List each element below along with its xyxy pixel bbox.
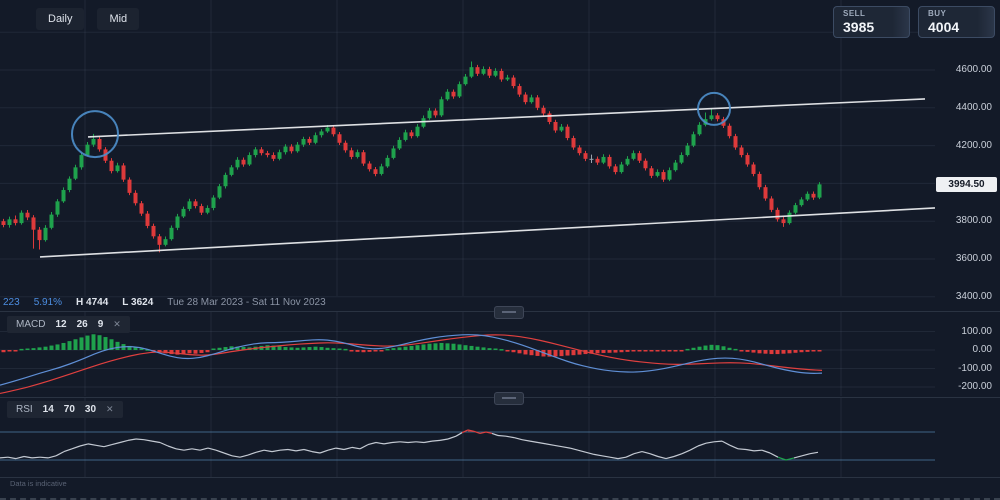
macd-label: MACD [16, 319, 46, 330]
sell-label: SELL [843, 9, 866, 18]
sell-price: 3985 [843, 19, 875, 35]
macd-param-signal: 9 [97, 319, 104, 330]
rsi-chart[interactable] [0, 398, 935, 477]
change-percent: 5.91% [33, 297, 63, 308]
macd-tick-label: 100.00 [961, 325, 992, 337]
buy-button[interactable]: BUY 4004 [918, 6, 995, 38]
macd-param-fast: 12 [55, 319, 67, 330]
macd-signal-line [0, 334, 823, 395]
stats-bar: 223 5.91% H 4744 L 3624 Tue 28 Mar 2023 … [3, 297, 326, 308]
macd-line [0, 334, 823, 386]
price-tick-label: 3400.00 [955, 290, 992, 302]
price-tick-label: 3800.00 [955, 215, 992, 227]
rsi-axis [936, 398, 1000, 477]
rsi-label: RSI [16, 404, 33, 415]
time-axis-ticks [0, 498, 1000, 500]
rsi-pane-resize-handle[interactable] [494, 392, 524, 405]
time-axis[interactable]: 2023 prMayJunJulAugSepOctNov [0, 478, 1000, 500]
price-tick-label: 4400.00 [955, 101, 992, 113]
macd-param-slow: 26 [76, 319, 88, 330]
macd-pane-resize-handle[interactable] [494, 306, 524, 319]
macd-chart[interactable] [0, 312, 935, 396]
price-tick-label: 4600.00 [955, 64, 992, 75]
candles-layer [1, 61, 822, 253]
macd-indicator-chip[interactable]: MACD 12 26 9 ✕ [7, 316, 130, 333]
pane-divider-xaxis [0, 477, 1000, 478]
price-tick-label: 4200.00 [955, 139, 992, 151]
sell-button[interactable]: SELL 3985 [833, 6, 910, 38]
rsi-param-period: 14 [42, 404, 54, 415]
price-axis: 4600.00 4400.00 4200.00 3800.00 3600.00 3400.… [936, 0, 1000, 310]
price-tick-label: 3600.00 [955, 253, 992, 264]
buy-label: BUY [928, 9, 947, 18]
period-low: L 3624 [122, 297, 154, 308]
timeframe-toolbar: Daily Mid [36, 8, 140, 30]
rsi-param-oversold: 30 [84, 404, 97, 415]
macd-tick-label: -200.00 [958, 381, 992, 392]
price-mid-button[interactable]: Mid [97, 8, 140, 30]
period-high: H 4744 [76, 297, 109, 308]
grid-layer [0, 0, 935, 298]
rsi-line [0, 429, 819, 461]
rsi-close-icon[interactable]: ✕ [106, 404, 114, 414]
change-points: 223 [3, 297, 20, 308]
rsi-param-overbought: 70 [63, 404, 75, 415]
macd-axis: 100.00 0.00 -100.00 -200.00 [936, 312, 1000, 396]
macd-histogram [1, 334, 822, 357]
price-chart[interactable] [0, 0, 935, 310]
order-panel: SELL 3985 BUY 4004 [833, 6, 995, 38]
macd-tick-label: -100.00 [958, 362, 992, 374]
disclaimer-text: Data is indicative [10, 479, 67, 488]
annotations-layer [39, 91, 935, 258]
timeframe-daily-button[interactable]: Daily [36, 8, 85, 30]
macd-close-icon[interactable]: ✕ [113, 319, 121, 329]
current-price-badge: 3994.50 [936, 177, 997, 192]
buy-price: 4004 [928, 19, 960, 35]
macd-tick-label: 0.00 [972, 344, 992, 355]
date-range: Tue 28 Mar 2023 - Sat 11 Nov 2023 [167, 297, 326, 308]
rsi-indicator-chip[interactable]: RSI 14 70 30 ✕ [7, 401, 123, 418]
